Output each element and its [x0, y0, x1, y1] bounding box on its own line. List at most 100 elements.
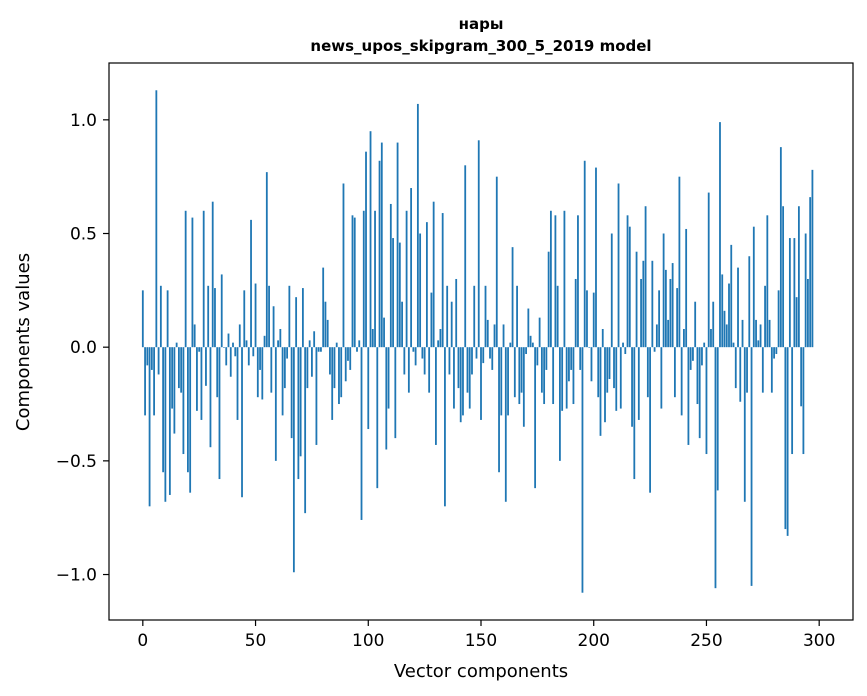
bar-57	[270, 347, 273, 393]
bar-242	[687, 347, 690, 445]
y-tick-label: 1.0	[70, 111, 97, 131]
bar-171	[527, 308, 530, 348]
bar-185	[559, 347, 561, 461]
bar-212	[619, 347, 622, 409]
bar-129	[432, 201, 435, 348]
bar-231	[662, 233, 665, 348]
bar-203	[599, 347, 602, 436]
bar-86	[335, 342, 338, 348]
bar-61	[279, 328, 282, 348]
bar-254	[714, 347, 717, 589]
bar-247	[698, 347, 701, 439]
bar-189	[568, 347, 570, 382]
bar-22	[191, 217, 194, 348]
bar-214	[624, 347, 627, 355]
bar-47	[247, 347, 250, 366]
bar-253	[712, 301, 715, 348]
bar-110	[389, 203, 392, 348]
bar-108	[385, 347, 388, 450]
bar-142	[462, 347, 464, 416]
bar-111	[392, 238, 394, 348]
bar-290	[795, 297, 798, 348]
bar-237	[676, 288, 679, 348]
bar-175	[536, 347, 539, 366]
bar-227	[653, 347, 656, 352]
bar-78	[317, 347, 320, 352]
bar-229	[658, 290, 661, 348]
bar-126	[425, 222, 428, 348]
bar-114	[398, 242, 401, 348]
bar-261	[730, 244, 733, 348]
bar-31	[211, 201, 214, 348]
bar-156	[493, 324, 496, 348]
bar-265	[739, 347, 742, 402]
bar-217	[631, 347, 633, 427]
bar-97	[360, 347, 363, 520]
bar-240	[683, 328, 685, 348]
bar-42	[236, 347, 239, 420]
bar-161	[504, 347, 507, 502]
bar-166	[516, 285, 518, 348]
bar-148	[475, 347, 478, 359]
bar-188	[565, 347, 568, 409]
bar-87	[338, 347, 340, 405]
bar-160	[502, 324, 505, 348]
bar-219	[635, 251, 638, 348]
bar-135	[446, 285, 449, 348]
bar-123	[419, 233, 422, 348]
bar-49	[252, 347, 255, 357]
bar-285	[784, 347, 787, 530]
bar-130	[435, 347, 437, 445]
bar-235	[671, 263, 674, 348]
bar-243	[689, 347, 692, 370]
bar-260	[728, 283, 730, 348]
bar-282	[777, 290, 780, 348]
bar-72	[304, 347, 307, 514]
bar-6	[155, 90, 158, 348]
bar-56	[268, 285, 270, 348]
bar-58	[272, 306, 275, 348]
bar-113	[396, 142, 399, 348]
bar-258	[723, 310, 726, 348]
bar-14	[173, 347, 176, 434]
bar-183	[554, 215, 557, 348]
bar-15	[175, 342, 178, 348]
bar-115	[401, 301, 403, 348]
bar-276	[764, 285, 766, 348]
bar-192	[574, 278, 577, 348]
bar-249	[703, 342, 706, 348]
bar-289	[793, 238, 796, 348]
bar-4	[150, 347, 153, 370]
bar-96	[358, 340, 361, 348]
bar-271	[752, 226, 755, 348]
bar-211	[617, 183, 620, 348]
bar-194	[579, 347, 582, 370]
bar-207	[608, 347, 611, 380]
bar-7	[157, 347, 160, 375]
bar-246	[696, 347, 699, 405]
bar-104	[376, 347, 379, 489]
bar-292	[800, 347, 803, 407]
bar-152	[484, 285, 487, 348]
bar-146	[471, 347, 473, 375]
bar-139	[455, 278, 458, 348]
bar-116	[403, 347, 406, 375]
x-tick-label: 300	[803, 631, 835, 651]
bar-29	[207, 285, 210, 348]
bar-35	[220, 274, 223, 348]
bar-293	[802, 347, 805, 455]
bar-8	[159, 285, 162, 348]
bar-205	[604, 347, 606, 423]
bar-252	[710, 328, 712, 348]
bar-224	[646, 347, 649, 398]
bar-281	[775, 347, 778, 355]
bar-256	[719, 122, 721, 348]
bar-221	[640, 278, 642, 348]
x-tick-label: 0	[137, 631, 148, 651]
bar-12	[168, 347, 171, 495]
bar-93	[351, 215, 354, 348]
bar-137	[450, 301, 453, 348]
bar-176	[538, 317, 541, 348]
bar-165	[513, 347, 516, 398]
bar-10	[164, 347, 167, 502]
